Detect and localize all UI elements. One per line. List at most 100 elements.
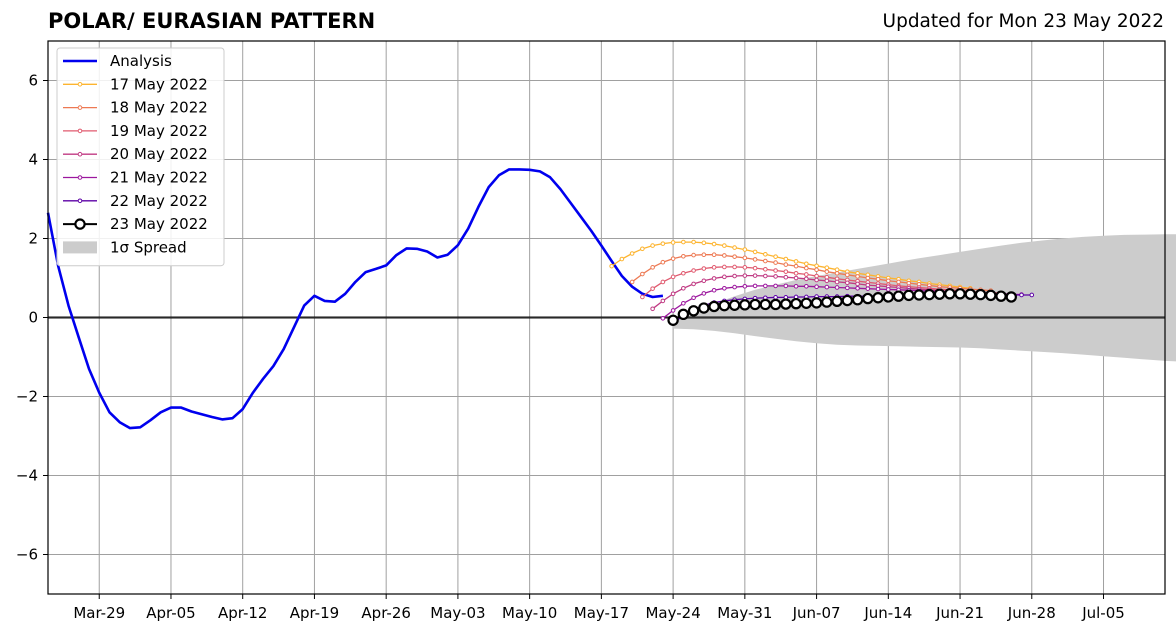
forecast-point bbox=[810, 297, 823, 309]
forecast-point bbox=[711, 241, 717, 247]
spread-layer bbox=[673, 234, 1176, 362]
updated-date: Updated for Mon 23 May 2022 bbox=[882, 11, 1164, 32]
x-tick-label: May-10 bbox=[502, 604, 557, 622]
legend-label: 19 May 2022 bbox=[110, 122, 208, 140]
analysis-layer bbox=[46, 168, 664, 430]
forecast-point bbox=[804, 272, 809, 277]
legend: Analysis 17 May 2022 18 May 2022 19 May 202… bbox=[56, 47, 225, 267]
forecast-point bbox=[773, 254, 778, 259]
legend-marker bbox=[77, 175, 83, 180]
x-tick-label: May-31 bbox=[717, 604, 772, 622]
forecast-point bbox=[640, 294, 645, 300]
forecast-point bbox=[732, 254, 737, 259]
forecast-point bbox=[845, 280, 850, 286]
forecast-point bbox=[629, 251, 635, 256]
forecast-point bbox=[783, 283, 789, 289]
forecast-point bbox=[800, 297, 813, 309]
forecast-point bbox=[650, 265, 655, 270]
forecast-point bbox=[701, 266, 707, 271]
x-tick-label: Jun-14 bbox=[863, 604, 912, 622]
forecast-point bbox=[708, 300, 720, 313]
forecast-point bbox=[814, 263, 819, 269]
legend-marker bbox=[77, 82, 83, 87]
y-tick-label: −2 bbox=[16, 388, 38, 406]
x-tick-label: Apr-12 bbox=[218, 604, 268, 622]
forecast-point bbox=[763, 258, 768, 264]
forecast-point bbox=[954, 288, 966, 300]
forecast-point bbox=[660, 279, 666, 285]
axes: Mar-29 Apr-05 Apr-12 Apr-19 Apr-26 May-03 May-… bbox=[16, 40, 1166, 622]
forecast-point bbox=[701, 291, 707, 296]
forecast-point bbox=[821, 296, 833, 308]
forecast-point bbox=[824, 278, 830, 284]
x-tick-label: May-03 bbox=[430, 604, 485, 622]
legend-label: 21 May 2022 bbox=[110, 169, 208, 187]
forecast-point bbox=[793, 270, 799, 276]
forecast-point bbox=[732, 245, 737, 250]
chart-title: POLAR/ EURASIAN PATTERN bbox=[48, 9, 376, 33]
legend-label: 23 May 2022 bbox=[110, 215, 208, 233]
forecast-point bbox=[780, 298, 792, 310]
forecast-point bbox=[742, 265, 748, 270]
forecast-point bbox=[865, 275, 871, 281]
forecast-point bbox=[670, 291, 676, 297]
forecast-point bbox=[660, 241, 666, 246]
forecast-point bbox=[783, 274, 789, 280]
legend-marker bbox=[77, 198, 83, 204]
forecast-point bbox=[711, 287, 717, 293]
forecast-point bbox=[933, 288, 946, 300]
legend-entry: Analysis bbox=[63, 52, 172, 70]
forecast-point bbox=[773, 274, 778, 279]
legend-entry: 20 May 2022 bbox=[63, 145, 208, 163]
y-tick-label: −4 bbox=[16, 467, 38, 485]
forecast-point bbox=[804, 283, 809, 289]
legend-marker bbox=[77, 151, 83, 157]
y-tick-label: −6 bbox=[16, 546, 38, 564]
forecast-layer bbox=[609, 239, 1035, 326]
forecast-point bbox=[1029, 292, 1035, 298]
forecast-point bbox=[855, 285, 860, 291]
forecast-point bbox=[667, 314, 679, 326]
forecast-point bbox=[793, 263, 799, 269]
forecast-point bbox=[793, 259, 799, 264]
forecast-point bbox=[974, 288, 987, 301]
forecast-point bbox=[650, 243, 655, 248]
forecast-point bbox=[985, 289, 997, 302]
forecast-point bbox=[742, 283, 748, 289]
x-tick-label: Jun-28 bbox=[1007, 604, 1056, 622]
legend-entry: 23 May 2022 bbox=[63, 215, 208, 233]
forecast-point bbox=[913, 289, 925, 301]
y-tick-label: 2 bbox=[28, 230, 38, 248]
forecast-point bbox=[804, 276, 809, 282]
legend-entry: 1σ Spread bbox=[63, 238, 187, 256]
plot-frame bbox=[47, 40, 1166, 595]
y-tick-label: 4 bbox=[28, 151, 38, 169]
forecast-point bbox=[752, 249, 758, 255]
legend-entry: 17 May 2022 bbox=[63, 75, 208, 93]
legend-label: 17 May 2022 bbox=[110, 75, 208, 93]
forecast-point bbox=[773, 283, 778, 289]
forecast-point bbox=[886, 287, 891, 292]
x-tick-label: Jun-21 bbox=[935, 604, 984, 622]
forecast-point bbox=[804, 261, 809, 267]
x-tick-label: Jul-05 bbox=[1081, 604, 1125, 622]
legend-label: 20 May 2022 bbox=[110, 145, 208, 163]
forecast-point bbox=[749, 298, 761, 311]
forecast-point bbox=[640, 246, 645, 252]
forecast-point bbox=[851, 294, 864, 306]
forecast-point bbox=[855, 274, 860, 279]
legend-label: Analysis bbox=[110, 52, 172, 70]
forecast-point bbox=[855, 281, 860, 287]
forecast-point bbox=[763, 283, 768, 289]
forecast-point bbox=[896, 279, 901, 285]
forecast-point bbox=[691, 295, 696, 301]
forecast-point bbox=[793, 283, 799, 289]
forecast-point bbox=[903, 289, 915, 302]
legend-entry: 21 May 2022 bbox=[63, 169, 208, 187]
forecast-point bbox=[728, 299, 741, 311]
forecast-point bbox=[711, 276, 717, 281]
legend-box bbox=[56, 47, 225, 267]
forecast-point bbox=[923, 288, 936, 301]
forecast-point bbox=[783, 269, 789, 274]
forecast-point bbox=[711, 265, 717, 270]
